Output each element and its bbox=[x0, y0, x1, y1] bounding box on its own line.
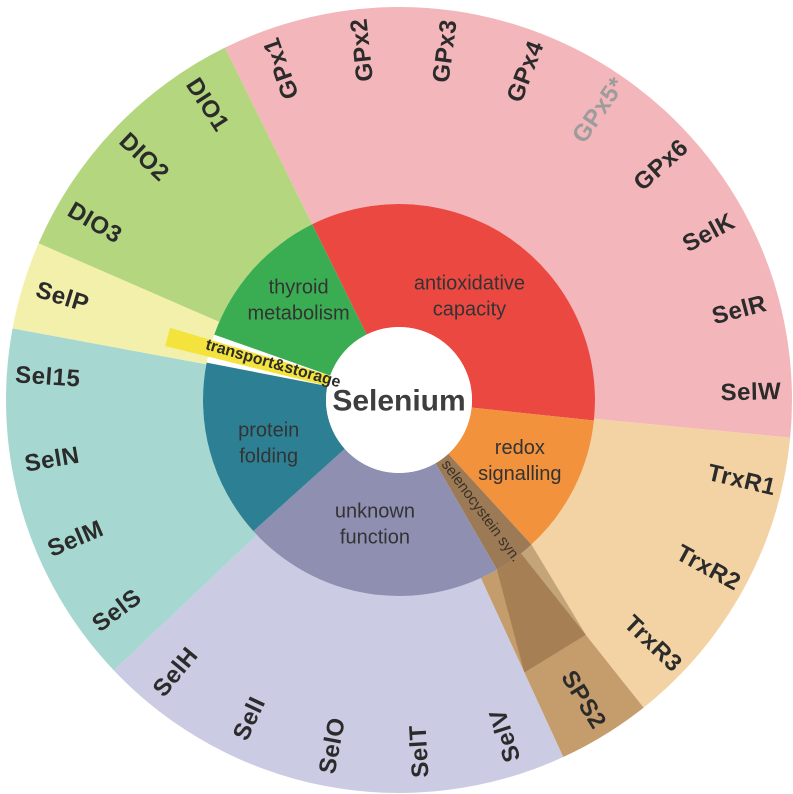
function-label-antioxidative: antioxidative capacity bbox=[414, 273, 525, 321]
outer-sector-unknown-function bbox=[113, 534, 564, 793]
outer-sector-transport-storage bbox=[12, 243, 220, 365]
outer-sector-thyroid-metabolism bbox=[38, 47, 313, 322]
inner-sector-protein-folding bbox=[202, 362, 345, 532]
inner-sector-transport-storage bbox=[165, 327, 331, 387]
inner-sector-selenocystein-syn bbox=[435, 453, 532, 570]
center-circle bbox=[326, 327, 472, 473]
selenocystein-connector-wedge bbox=[497, 544, 586, 673]
outer-sector-selenocystein-syn bbox=[480, 553, 644, 758]
protein-label-SelW: SelW bbox=[720, 378, 781, 406]
protein-label-Sel15: Sel15 bbox=[14, 361, 81, 392]
outer-sector-protein-folding bbox=[5, 328, 257, 671]
inner-sector-redox-signalling bbox=[448, 407, 594, 545]
outer-sector-antioxidative bbox=[224, 6, 792, 438]
inner-sector-antioxidative bbox=[312, 204, 596, 421]
outer-sector-redox-signalling bbox=[521, 418, 791, 708]
protein-label-GPx2: GPx2 bbox=[345, 17, 378, 83]
function-label-protein-folding: protein folding bbox=[238, 419, 299, 467]
function-label-redox-signalling: redox signalling bbox=[478, 437, 561, 485]
protein-label-SelT: SelT bbox=[404, 724, 434, 778]
center-label: Selenium bbox=[332, 385, 465, 418]
inner-sector-unknown-function bbox=[253, 448, 497, 597]
function-label-thyroid-metabolism: thyroid metabolism bbox=[247, 277, 349, 325]
function-label-unknown-function: unknown function bbox=[335, 501, 415, 549]
inner-sector-thyroid-metabolism bbox=[214, 224, 367, 376]
